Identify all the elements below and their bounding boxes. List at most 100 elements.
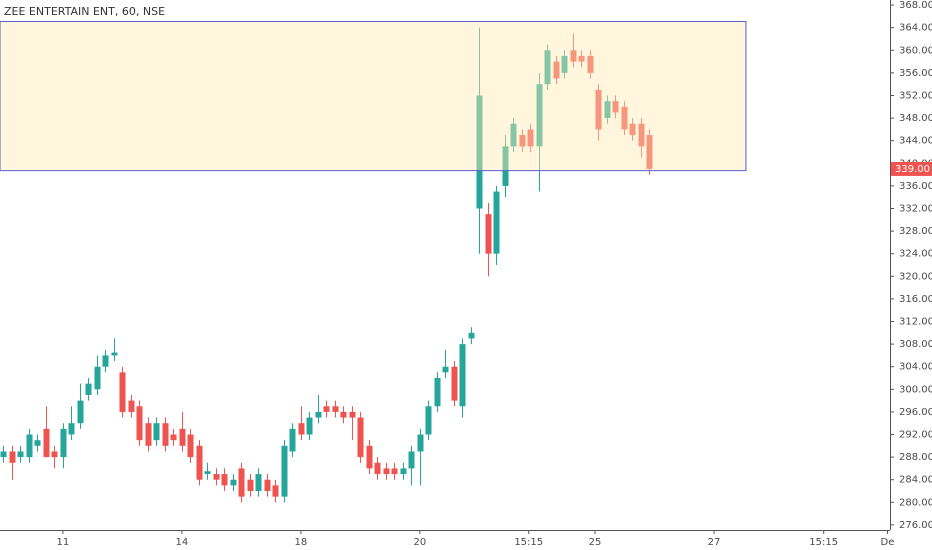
candle-body — [51, 451, 58, 458]
candle-body — [281, 445, 288, 497]
y-tick-label: 368.00 — [899, 0, 932, 11]
candle-body — [646, 135, 653, 169]
candle-body — [485, 214, 492, 254]
candle-body — [366, 445, 373, 469]
y-tick-label: 336.00 — [899, 181, 932, 192]
y-tick-label: 360.00 — [899, 45, 932, 56]
candle-body — [213, 474, 220, 480]
candle-body — [221, 474, 228, 486]
candle-body — [9, 451, 16, 463]
candle-body — [357, 417, 364, 458]
candle-body — [298, 423, 305, 435]
candle-body — [383, 468, 390, 475]
candle-body — [289, 428, 296, 452]
candle-body — [77, 400, 84, 424]
candle-body — [34, 440, 41, 446]
x-tick-label: 27 — [708, 537, 721, 548]
candle-body — [536, 84, 543, 147]
x-tick-label: 11 — [57, 537, 70, 548]
candle-body — [187, 434, 194, 458]
candle-body — [17, 451, 24, 458]
candle-body — [612, 101, 619, 113]
candle-body — [247, 479, 254, 492]
candle-body — [238, 468, 245, 497]
candle-body — [136, 406, 143, 441]
x-tick-label: De — [881, 537, 895, 548]
candle-body — [68, 423, 75, 435]
candle-body — [425, 406, 432, 435]
candle-body — [94, 366, 101, 390]
candle-body — [0, 451, 7, 458]
candle-body — [578, 55, 585, 62]
candle-body — [408, 451, 415, 469]
candle-body — [230, 479, 237, 486]
last-price-box — [891, 161, 932, 176]
y-tick-label: 276.00 — [899, 520, 932, 531]
candle-body — [272, 485, 279, 497]
y-tick-label: 324.00 — [899, 249, 932, 260]
x-tick-label: 20 — [414, 537, 427, 548]
candle-body — [179, 428, 186, 446]
candle-body — [570, 50, 577, 62]
candle-body — [459, 344, 466, 407]
candle-body — [306, 417, 313, 435]
x-tick-label: 14 — [176, 537, 189, 548]
candle-body — [502, 146, 509, 186]
y-tick-label: 300.00 — [899, 384, 932, 395]
y-tick-label: 280.00 — [899, 497, 932, 508]
candle-body — [119, 372, 126, 412]
candle-body — [102, 355, 109, 367]
y-tick-label: 304.00 — [899, 362, 932, 373]
y-tick-label: 352.00 — [899, 90, 932, 101]
candle-body — [170, 434, 177, 441]
plot-area — [0, 20, 747, 503]
y-tick-label: 332.00 — [899, 203, 932, 214]
y-tick-label: 328.00 — [899, 226, 932, 237]
candle-body — [349, 411, 356, 418]
y-tick-label: 292.00 — [899, 430, 932, 441]
chart-title: ZEE ENTERTAIN ENT, 60, NSE — [4, 5, 165, 18]
zone-rectangle — [0, 20, 747, 172]
candle-body — [442, 366, 449, 373]
y-tick-label: 284.00 — [899, 475, 932, 486]
candle-body — [476, 95, 483, 209]
candle-body — [638, 123, 645, 147]
candle-body — [26, 434, 33, 458]
candle-body — [374, 462, 381, 475]
y-tick-label: 308.00 — [899, 339, 932, 350]
candle-body — [561, 55, 568, 73]
candle-body — [553, 61, 560, 79]
y-tick-label: 356.00 — [899, 68, 932, 79]
candle-body — [493, 191, 500, 254]
x-tick-label: 25 — [589, 537, 602, 548]
candle-body — [264, 479, 271, 492]
candle-body — [128, 400, 135, 412]
y-tick-label: 348.00 — [899, 113, 932, 124]
candle-body — [162, 423, 169, 446]
x-tick-label: 15:15 — [809, 537, 838, 548]
candle-body — [595, 89, 602, 130]
y-tick-label: 316.00 — [899, 294, 932, 305]
candle-body — [527, 129, 534, 147]
candle-body — [340, 411, 347, 418]
candle-body — [629, 123, 636, 136]
candle-body — [604, 101, 611, 119]
last-price-label: 339.00 — [895, 164, 930, 175]
y-tick-label: 364.00 — [899, 23, 932, 34]
candle-body — [145, 423, 152, 446]
candle-body — [315, 411, 322, 418]
candle-body — [621, 106, 628, 130]
candle-body — [400, 468, 407, 475]
candle-body — [332, 406, 339, 412]
candle-body — [434, 378, 441, 407]
candle-body — [451, 366, 458, 401]
y-tick-label: 312.00 — [899, 317, 932, 328]
candle-body — [60, 428, 67, 458]
candle-body — [323, 406, 330, 412]
candle-body — [85, 383, 92, 395]
candle-body — [196, 445, 203, 480]
candle-body — [255, 474, 262, 492]
y-tick-label: 320.00 — [899, 271, 932, 282]
candle-body — [111, 352, 118, 356]
